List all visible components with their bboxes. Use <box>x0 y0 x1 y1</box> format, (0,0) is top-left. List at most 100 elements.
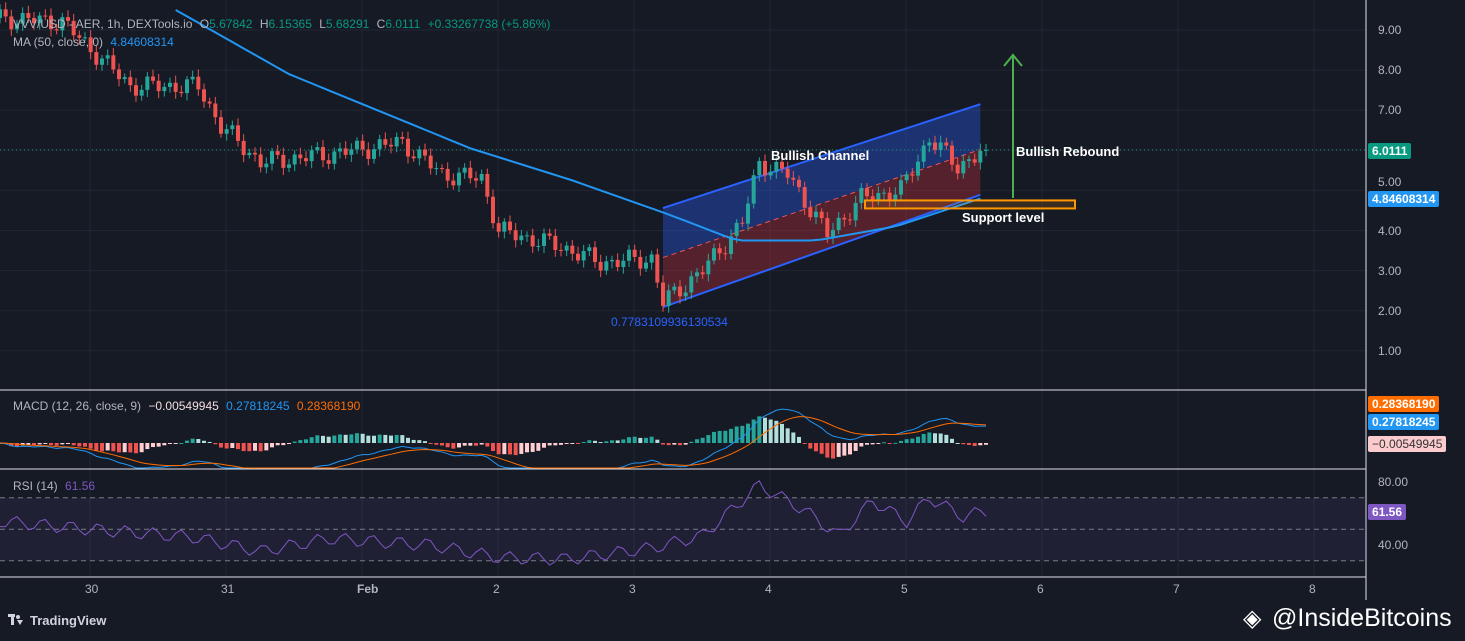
macd-histogram-bar <box>774 420 779 443</box>
candle-body <box>768 171 773 176</box>
macd-histogram-bar <box>984 443 988 445</box>
candle-body <box>128 77 133 86</box>
macd-histogram-bar <box>383 434 388 443</box>
candle-body <box>60 17 65 31</box>
macd-histogram-bar <box>292 441 297 443</box>
candle-body <box>519 235 524 241</box>
macd-histogram-bar <box>859 443 864 447</box>
candle-body <box>734 222 739 237</box>
macd-histogram-bar <box>185 440 189 443</box>
candle-body <box>224 129 229 134</box>
macd-histogram-bar <box>15 443 19 447</box>
candle-body <box>933 142 937 150</box>
rsi-legend[interactable]: RSI (14) 61.56 <box>13 479 99 493</box>
macd-histogram-bar <box>870 443 875 445</box>
candle-body <box>377 139 382 150</box>
bullish-channel-label: Bullish Channel <box>771 148 870 163</box>
candle-body <box>247 152 252 156</box>
macd-histogram-bar <box>366 435 371 443</box>
macd-histogram-bar <box>751 419 756 443</box>
macd-histogram-bar <box>785 428 790 443</box>
candle-body <box>610 259 614 262</box>
macd-histogram-bar <box>921 433 926 443</box>
macd-histogram-bar <box>400 435 405 443</box>
x-tick-label: 3 <box>629 582 636 596</box>
macd-legend[interactable]: MACD (12, 26, close, 9) −0.00549945 0.27… <box>13 399 364 413</box>
candle-body <box>275 151 280 155</box>
candle-body <box>26 12 31 18</box>
candle-body <box>117 69 121 80</box>
macd-histogram-bar <box>700 437 705 443</box>
candle-body <box>71 20 76 36</box>
macd-histogram-bar <box>219 443 223 448</box>
macd-histogram-bar <box>615 440 620 443</box>
candle-body <box>870 196 875 202</box>
candle-body <box>88 37 93 53</box>
x-tick-label: 30 <box>85 582 99 596</box>
rsi-label: RSI (14) <box>13 479 58 493</box>
low-value: 5.68291 <box>325 17 370 31</box>
macd-hist-tag: −0.00549945 <box>1368 436 1447 452</box>
candle-body <box>423 149 427 156</box>
macd-histogram-bar <box>865 443 869 445</box>
candle-body <box>831 230 835 238</box>
candle-body <box>695 272 699 277</box>
macd-histogram-bar <box>281 443 286 446</box>
candle-body <box>666 290 671 306</box>
macd-histogram-bar <box>683 443 688 445</box>
macd-histogram-bar <box>916 436 920 443</box>
ma-legend[interactable]: MA (50, close, 0) 4.84608314 <box>13 35 178 49</box>
o-label: O <box>199 17 210 31</box>
candle-body <box>672 286 677 291</box>
macd-histogram-bar <box>445 443 450 448</box>
candle-body <box>485 173 490 197</box>
candle-body <box>717 248 722 254</box>
candle-body <box>162 86 167 92</box>
candle-body <box>627 249 631 261</box>
macd-histogram-bar <box>9 443 14 447</box>
candle-body <box>785 168 790 178</box>
y-tick-label: 8.00 <box>1378 63 1402 78</box>
candle-body <box>525 235 529 237</box>
macd-histogram-bar <box>66 443 70 444</box>
macd-hist-value: −0.00549945 <box>148 399 219 413</box>
ma-label: MA (50, close, 0) <box>13 35 104 49</box>
candle-body <box>196 76 201 90</box>
macd-histogram-bar <box>77 443 82 447</box>
macd-histogram-bar <box>712 431 716 443</box>
macd-histogram-bar <box>587 440 592 443</box>
macd-histogram-bar <box>627 437 631 443</box>
candle-body <box>338 148 342 152</box>
macd-line <box>0 408 987 469</box>
macd-histogram-bar <box>666 443 671 446</box>
candle-body <box>536 245 541 247</box>
macd-value: 0.27818245 <box>226 399 290 413</box>
macd-histogram-bar <box>338 434 342 443</box>
macd-histogram-bar <box>842 443 847 456</box>
candle-body <box>168 82 172 87</box>
candle-body <box>621 260 626 268</box>
macd-histogram-bar <box>933 433 937 443</box>
candle-body <box>349 149 354 155</box>
candle-body <box>961 160 966 174</box>
candle-body <box>723 253 728 255</box>
macd-histogram-bar <box>207 441 212 443</box>
c-label: C <box>376 17 386 31</box>
macd-histogram-bar <box>825 443 830 458</box>
macd-histogram-bar <box>355 433 359 443</box>
candle-body <box>417 149 422 159</box>
macd-histogram-bar <box>100 443 104 452</box>
candle-body <box>304 158 308 162</box>
macd-histogram-bar <box>513 443 518 456</box>
candle-body <box>253 152 257 155</box>
candle-body <box>54 29 59 31</box>
candle-body <box>632 249 637 257</box>
macd-histogram-bar <box>729 428 733 443</box>
candle-body <box>241 140 246 156</box>
macd-histogram-bar <box>644 437 648 443</box>
macd-histogram-bar <box>479 443 484 445</box>
macd-histogram-bar <box>360 433 365 443</box>
macd-histogram-bar <box>598 442 603 444</box>
